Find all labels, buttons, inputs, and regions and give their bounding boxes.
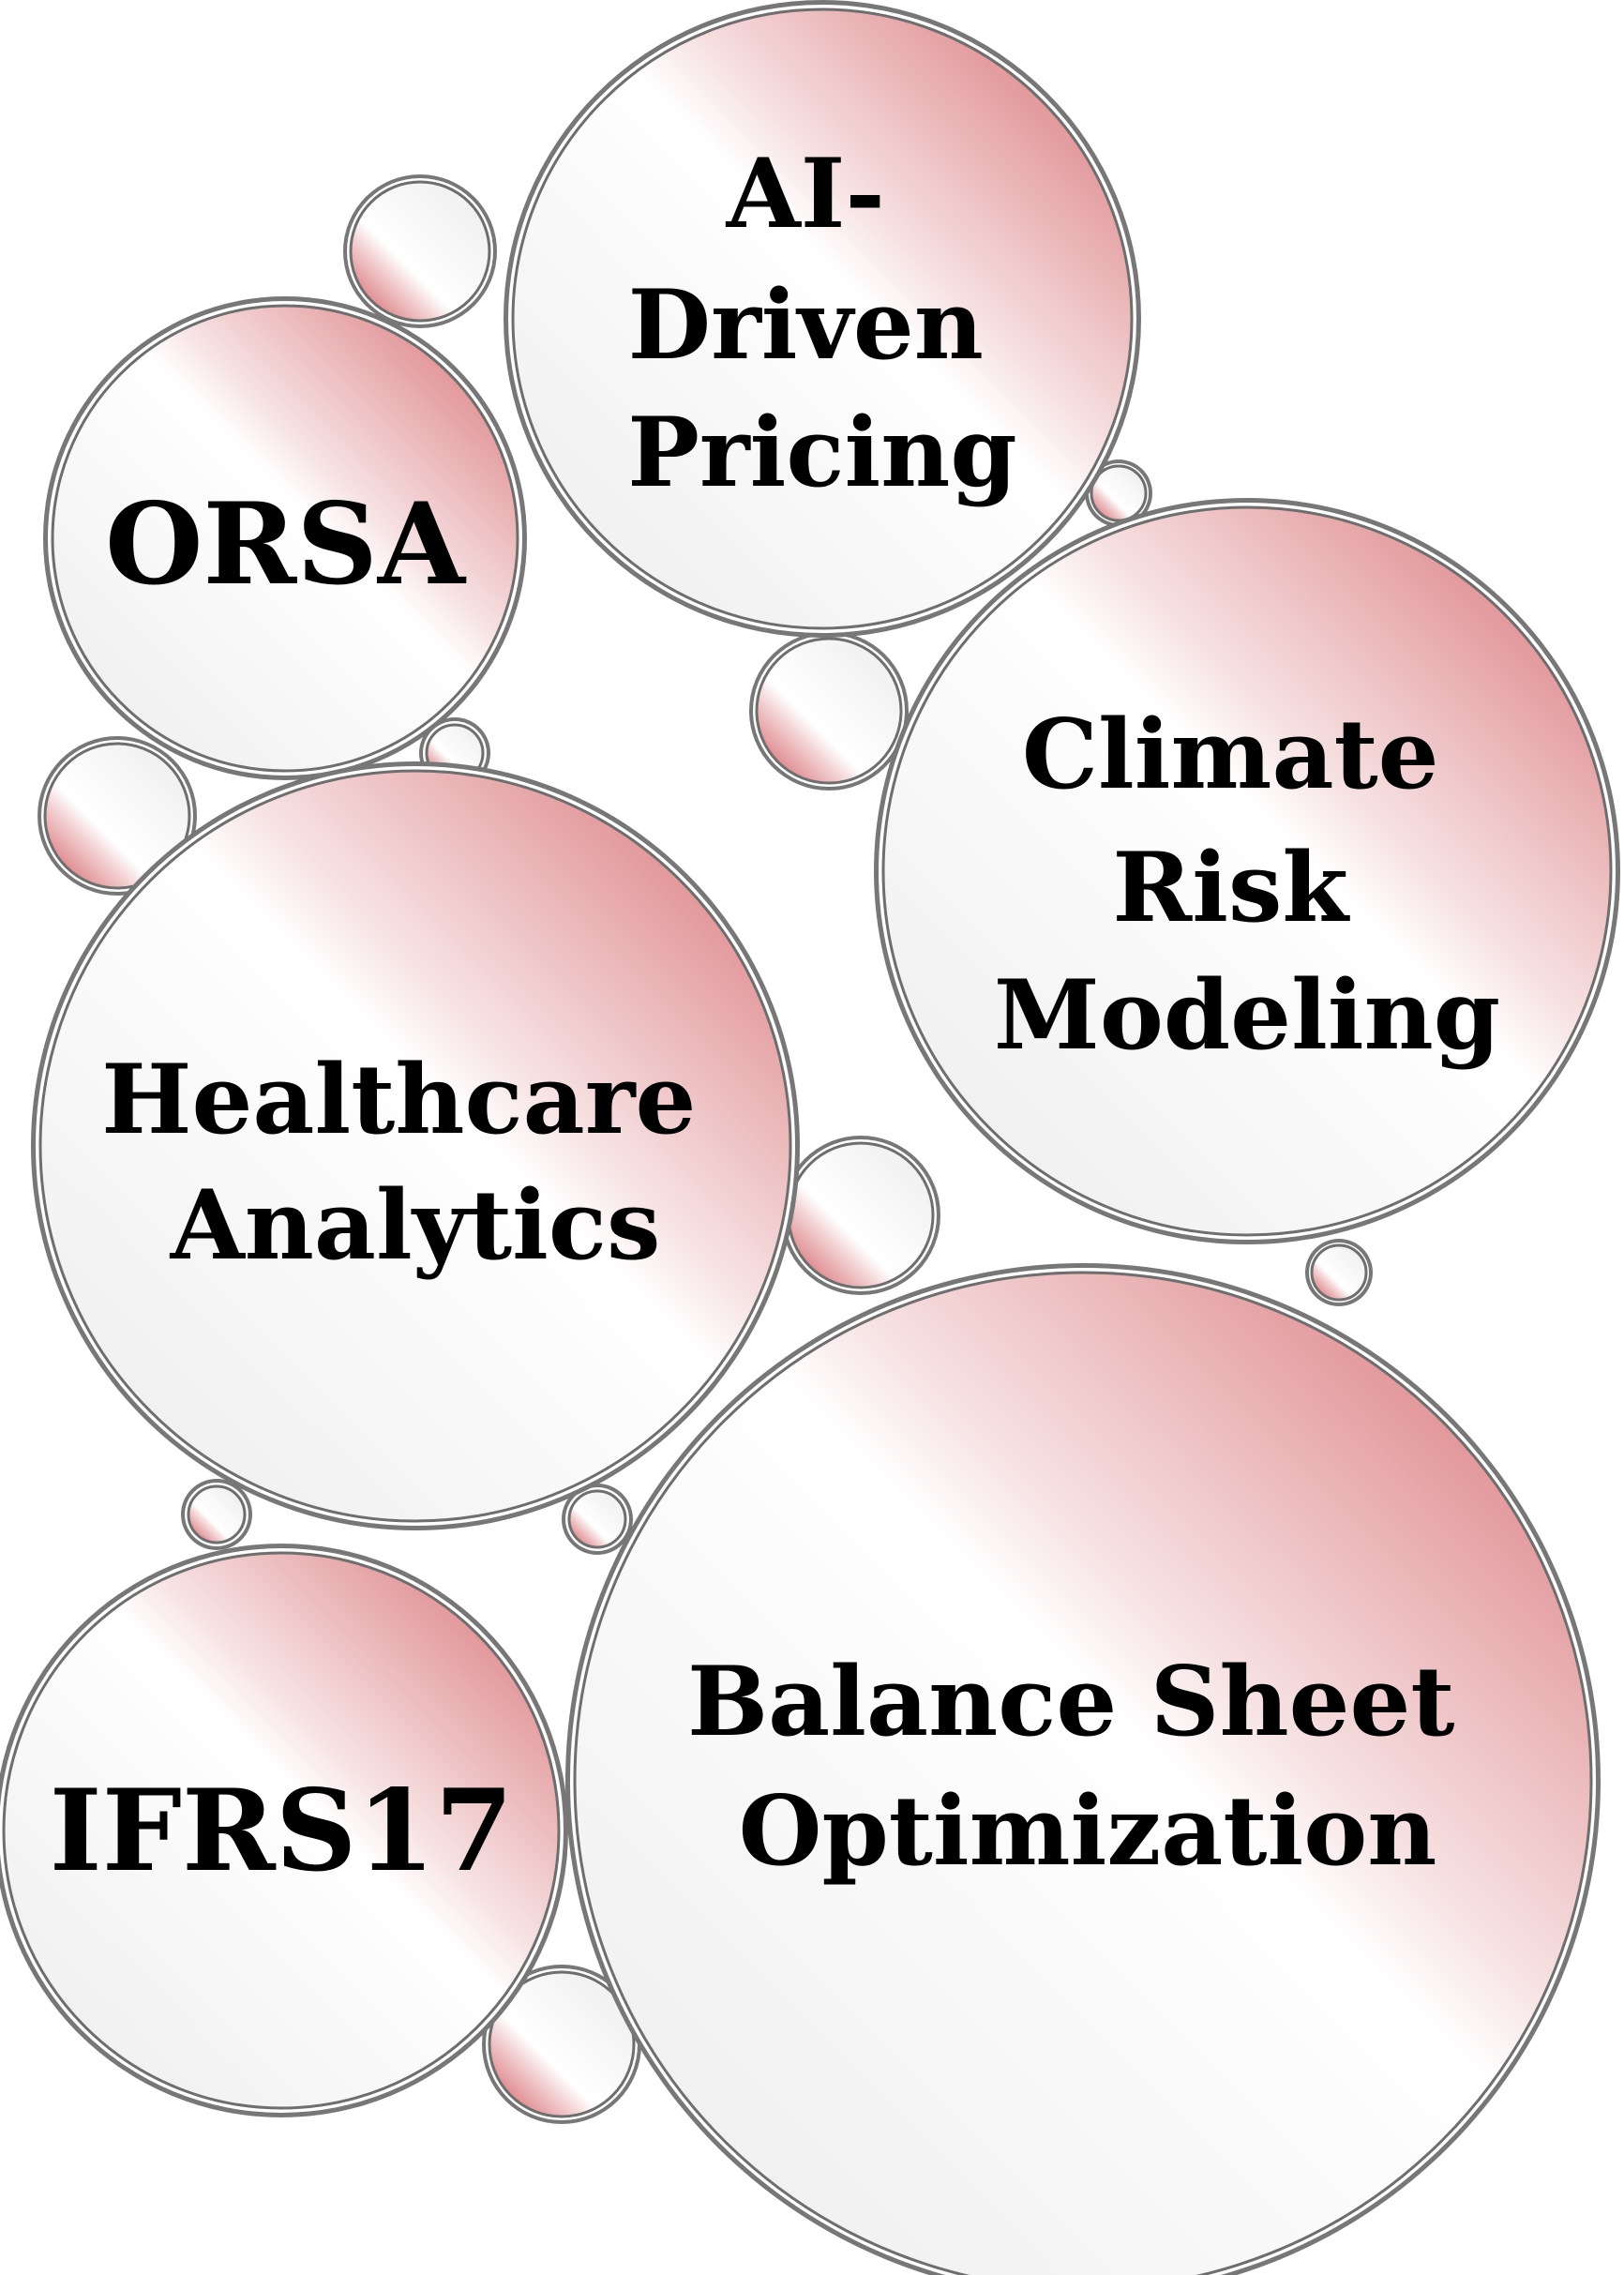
bubble-healthcare-analytics: Healthcare Analytics bbox=[31, 761, 800, 1530]
topic-label: Analytics bbox=[170, 1169, 661, 1282]
small-bubble bbox=[781, 1136, 940, 1295]
svg-text:ORSA: ORSA bbox=[105, 478, 467, 610]
svg-text:IFRS17: IFRS17 bbox=[50, 1765, 514, 1897]
topic-label: ORSA bbox=[105, 478, 467, 610]
topic-label: Modeling bbox=[994, 959, 1500, 1072]
topic-label: IFRS17 bbox=[50, 1765, 514, 1897]
topic-label: Risk bbox=[1112, 832, 1350, 944]
svg-text:Healthcare Analytics: Healthcare Analytics bbox=[101, 1044, 729, 1282]
topic-label: Driven bbox=[628, 269, 984, 382]
small-bubble bbox=[562, 1484, 633, 1555]
svg-text:AI- Driven Pricing: AI- Driven Pricing bbox=[627, 138, 1017, 509]
topic-label: AI- bbox=[726, 138, 885, 250]
small-bubbles bbox=[38, 174, 1373, 2124]
topic-label: Climate bbox=[1022, 699, 1439, 811]
small-bubble bbox=[1305, 1239, 1373, 1306]
bubble-balance-sheet-optimization: Balance Sheet Optimization bbox=[565, 1263, 1601, 2275]
small-bubble bbox=[482, 1965, 641, 2124]
bubble-climate-risk-modeling: Climate Risk Modeling bbox=[874, 498, 1620, 1244]
small-bubble bbox=[343, 174, 497, 328]
small-bubble bbox=[1085, 460, 1152, 527]
svg-text:Climate Risk Model: Climate Risk Modeling bbox=[994, 699, 1500, 1072]
svg-text:Balance Sheet Optimizati: Balance Sheet Optimization bbox=[687, 1646, 1488, 1888]
topic-label: Optimization bbox=[739, 1775, 1437, 1888]
bubble-ifrs17: IFRS17 bbox=[0, 1544, 568, 2117]
topic-label: Healthcare bbox=[101, 1044, 696, 1156]
bubble-orsa: ORSA bbox=[43, 296, 527, 780]
topic-label: Balance Sheet bbox=[687, 1646, 1455, 1758]
bubble-ai-driven-pricing: AI- Driven Pricing bbox=[504, 0, 1141, 638]
topic-label: Pricing bbox=[627, 397, 1017, 509]
small-bubble bbox=[38, 736, 197, 896]
small-bubble bbox=[181, 1479, 252, 1550]
small-bubble bbox=[749, 631, 909, 791]
